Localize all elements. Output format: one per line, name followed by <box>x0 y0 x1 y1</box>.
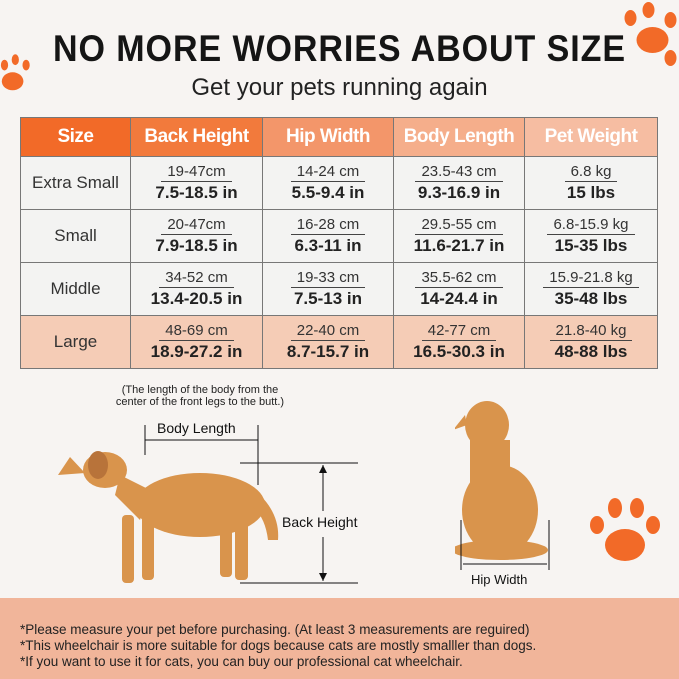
paw-print-icon <box>624 2 677 66</box>
metric-value: 48-69 cm <box>159 322 234 341</box>
back-height-label: Back Height <box>282 514 358 530</box>
metric-value: 19-33 cm <box>290 269 366 288</box>
measurement-cell: 19-33 cm 7.5-13 in <box>262 262 394 316</box>
metric-value: 6.8-15.9 kg <box>547 216 635 235</box>
measurement-cell: 15.9-21.8 kg 35-48 lbs <box>524 262 658 316</box>
body-length-note: (The length of the body from the center … <box>115 384 285 408</box>
page-title: NO MORE WORRIES ABOUT SIZE <box>53 28 626 69</box>
measurement-cell: 19-47cm 7.5-18.5 in <box>130 156 263 210</box>
imperial-value: 13.4-20.5 in <box>150 289 243 308</box>
imperial-value: 18.9-27.2 in <box>150 342 243 361</box>
measurement-cell: 34-52 cm 13.4-20.5 in <box>130 262 263 316</box>
imperial-value: 9.3-16.9 in <box>417 183 501 202</box>
header-hip-width: Hip Width <box>262 117 394 157</box>
metric-value: 29.5-55 cm <box>415 216 503 235</box>
imperial-value: 11.6-21.7 in <box>413 236 505 255</box>
metric-value: 35.5-62 cm <box>415 269 503 288</box>
imperial-value: 7.9-18.5 in <box>155 236 238 255</box>
measurement-cell: 21.8-40 kg 48-88 lbs <box>524 315 658 369</box>
footer-note: *This wheelchair is more suitable for do… <box>20 638 537 653</box>
metric-value: 14-24 cm <box>290 163 366 182</box>
header-pet-weight: Pet Weight <box>524 117 658 157</box>
imperial-value: 7.5-18.5 in <box>155 183 238 202</box>
metric-value: 16-28 cm <box>290 216 366 235</box>
imperial-value: 14-24.4 in <box>420 289 498 308</box>
measurement-cell: 20-47cm 7.9-18.5 in <box>130 209 263 263</box>
footer-note: *If you want to use it for cats, you can… <box>20 654 463 669</box>
metric-value: 19-47cm <box>161 163 232 182</box>
sitting-dog-illustration <box>455 401 550 570</box>
imperial-value: 15-35 lbs <box>554 236 628 255</box>
size-chart-table: Size Back Height Hip Width Body Length P… <box>20 117 658 369</box>
table-header-row: Size Back Height Hip Width Body Length P… <box>20 117 658 157</box>
imperial-value: 48-88 lbs <box>554 342 628 361</box>
measurement-cell: 6.8 kg 15 lbs <box>524 156 658 210</box>
metric-value: 15.9-21.8 kg <box>543 269 639 288</box>
measurement-cell: 48-69 cm 18.9-27.2 in <box>130 315 263 369</box>
measurement-cell: 23.5-43 cm 9.3-16.9 in <box>393 156 525 210</box>
page-subtitle: Get your pets running again <box>191 74 488 101</box>
standing-dog-illustration <box>58 425 358 584</box>
body-length-label: Body Length <box>157 420 236 436</box>
imperial-value: 7.5-13 in <box>293 289 363 308</box>
measurement-cell: 29.5-55 cm 11.6-21.7 in <box>393 209 525 263</box>
table-row: Small 20-47cm 7.9-18.5 in 16-28 cm 6.3-11 in… <box>20 209 658 263</box>
metric-value: 22-40 cm <box>290 322 366 341</box>
size-cell: Extra Small <box>20 156 131 210</box>
measurement-cell: 42-77 cm 16.5-30.3 in <box>393 315 525 369</box>
imperial-value: 35-48 lbs <box>554 289 628 308</box>
imperial-value: 15 lbs <box>566 183 616 202</box>
footer-note: *Please measure your pet before purchasi… <box>20 622 530 637</box>
table-row: Large 48-69 cm 18.9-27.2 in 22-40 cm 8.7-15.… <box>20 315 658 369</box>
paw-print-icon <box>590 498 660 561</box>
measurement-cell: 14-24 cm 5.5-9.4 in <box>262 156 394 210</box>
measurement-cell: 6.8-15.9 kg 15-35 lbs <box>524 209 658 263</box>
metric-value: 42-77 cm <box>421 322 497 341</box>
measurement-cell: 16-28 cm 6.3-11 in <box>262 209 394 263</box>
size-cell: Middle <box>20 262 131 316</box>
metric-value: 34-52 cm <box>159 269 234 288</box>
paw-print-icon <box>0 54 30 91</box>
size-cell: Large <box>20 315 131 369</box>
metric-value: 21.8-40 kg <box>549 322 633 341</box>
metric-value: 23.5-43 cm <box>415 163 503 182</box>
metric-value: 6.8 kg <box>564 163 618 182</box>
table-row: Extra Small 19-47cm 7.5-18.5 in 14-24 cm 5.5… <box>20 156 658 210</box>
header-back-height: Back Height <box>130 117 263 157</box>
imperial-value: 5.5-9.4 in <box>291 183 365 202</box>
imperial-value: 16.5-30.3 in <box>413 342 505 361</box>
footer-notes: *Please measure your pet before purchasi… <box>0 598 679 679</box>
imperial-value: 8.7-15.7 in <box>286 342 370 361</box>
header-body-length: Body Length <box>393 117 525 157</box>
measurement-cell: 35.5-62 cm 14-24.4 in <box>393 262 525 316</box>
imperial-value: 6.3-11 in <box>294 236 362 255</box>
size-cell: Small <box>20 209 131 263</box>
header-size: Size <box>20 117 131 157</box>
hip-width-label: Hip Width <box>471 572 528 587</box>
table-row: Middle 34-52 cm 13.4-20.5 in 19-33 cm 7.5-13… <box>20 262 658 316</box>
measurement-cell: 22-40 cm 8.7-15.7 in <box>262 315 394 369</box>
metric-value: 20-47cm <box>161 216 232 235</box>
